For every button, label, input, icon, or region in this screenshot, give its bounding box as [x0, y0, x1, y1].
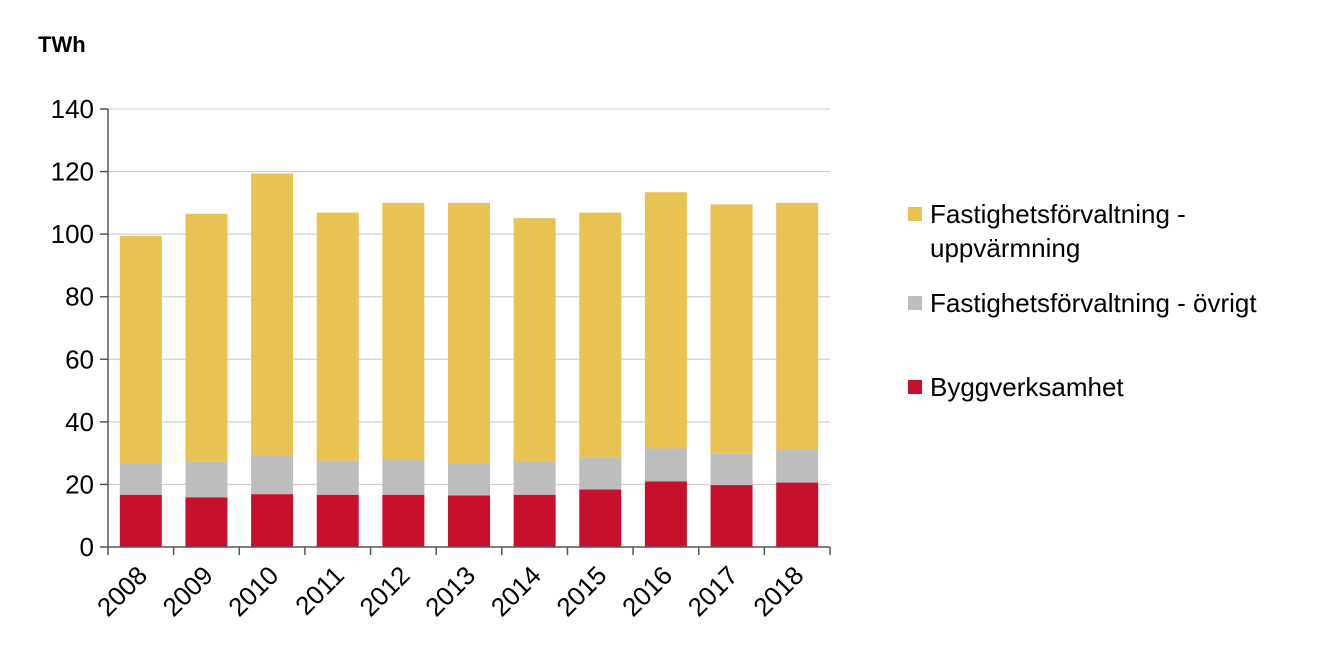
bar-segment-fastighetsf-rvaltning-vrigt-2016 [644, 448, 687, 482]
bar-segment-fastighetsf-rvaltning-vrigt-2009 [185, 461, 228, 498]
bar-segment-byggverksamhet-2008 [119, 494, 162, 547]
bar-segment-fastighetsf-rvaltning-vrigt-2008 [119, 463, 162, 495]
bar-segment-fastighetsf-rvaltning-vrigt-2010 [251, 455, 294, 495]
legend-label-line: Byggverksamhet [930, 372, 1124, 402]
legend-label-line: Fastighetsförvaltning - [930, 199, 1186, 229]
y-tick-label: 140 [51, 94, 94, 124]
bar-segment-byggverksamhet-2013 [448, 495, 490, 547]
bar-segment-fastighetsf-rvaltning-vrigt-2012 [382, 459, 425, 495]
bar-segment-fastighetsf-rvaltning-vrigt-2018 [776, 450, 819, 483]
legend-swatch [908, 380, 922, 394]
bar-segment-fastighetsf-rvaltning-uppv-rmning-2010 [251, 173, 294, 456]
y-tick-labels: 0 20 40 60 80 100 120 140 [51, 94, 94, 562]
x-tick-labels: 2008 2009 2010 2011 2012 2013 2014 2015 2016 2017… [91, 560, 809, 622]
bar-segment-fastighetsf-rvaltning-vrigt-2017 [710, 453, 753, 486]
x-tick-label: 2013 [419, 560, 481, 622]
legend-swatch [908, 296, 922, 310]
bar-segment-fastighetsf-rvaltning-vrigt-2011 [316, 460, 359, 495]
bar-segment-fastighetsf-rvaltning-vrigt-2013 [448, 463, 490, 496]
y-tick-label: 0 [80, 532, 94, 562]
bar-segment-fastighetsf-rvaltning-uppv-rmning-2013 [448, 202, 490, 464]
legend-swatch [908, 207, 922, 221]
bar-segment-byggverksamhet-2018 [776, 482, 819, 547]
y-tick-label: 120 [51, 157, 94, 187]
bar-segment-fastighetsf-rvaltning-uppv-rmning-2017 [710, 204, 753, 454]
x-tick-label: 2010 [222, 560, 284, 622]
legend-label-line: Fastighetsförvaltning - övrigt [930, 288, 1257, 318]
x-tick-label: 2015 [550, 560, 612, 622]
y-tick-label: 60 [65, 344, 94, 374]
x-tick-label: 2009 [157, 560, 219, 622]
x-tick-label: 2014 [485, 560, 547, 622]
bar-segment-byggverksamhet-2011 [316, 494, 359, 547]
bar-segment-fastighetsf-rvaltning-uppv-rmning-2018 [776, 202, 819, 451]
bar-segment-fastighetsf-rvaltning-uppv-rmning-2011 [316, 212, 359, 461]
bar-segment-fastighetsf-rvaltning-vrigt-2015 [579, 457, 622, 490]
bar-segment-byggverksamhet-2016 [644, 481, 687, 547]
bar-segment-fastighetsf-rvaltning-uppv-rmning-2009 [185, 213, 228, 462]
legend: Fastighetsförvaltning - uppvärmning Fastig… [908, 199, 1257, 402]
bar-segment-fastighetsf-rvaltning-vrigt-2014 [513, 461, 556, 495]
y-tick-label: 80 [65, 282, 94, 312]
bar-segment-fastighetsf-rvaltning-uppv-rmning-2015 [579, 212, 622, 458]
y-tick-label: 20 [65, 469, 94, 499]
y-tick-label: 40 [65, 407, 94, 437]
x-tick-label: 2011 [289, 560, 350, 621]
bar-segment-fastighetsf-rvaltning-uppv-rmning-2012 [382, 202, 425, 460]
axes [100, 108, 831, 555]
y-tick-label: 100 [51, 219, 94, 249]
y-axis-unit-label: TWh [38, 32, 86, 57]
x-tick-label: 2012 [353, 560, 415, 622]
x-tick-label: 2017 [682, 560, 744, 622]
bar-segment-byggverksamhet-2012 [382, 494, 425, 547]
x-tick-label: 2016 [616, 560, 678, 622]
bar-segment-byggverksamhet-2010 [251, 494, 294, 547]
bar-segment-fastighetsf-rvaltning-uppv-rmning-2014 [513, 218, 556, 462]
x-tick-label: 2018 [747, 560, 809, 622]
bar-segment-byggverksamhet-2014 [513, 494, 556, 547]
bar-segment-byggverksamhet-2015 [579, 489, 622, 547]
bar-segment-fastighetsf-rvaltning-uppv-rmning-2008 [119, 236, 162, 464]
x-tick-label: 2008 [91, 560, 153, 622]
bar-segment-byggverksamhet-2009 [185, 497, 228, 547]
bar-segment-fastighetsf-rvaltning-uppv-rmning-2016 [644, 192, 687, 449]
legend-label-line: uppvärmning [930, 233, 1080, 263]
bars [119, 173, 819, 547]
bar-segment-byggverksamhet-2017 [710, 485, 753, 547]
